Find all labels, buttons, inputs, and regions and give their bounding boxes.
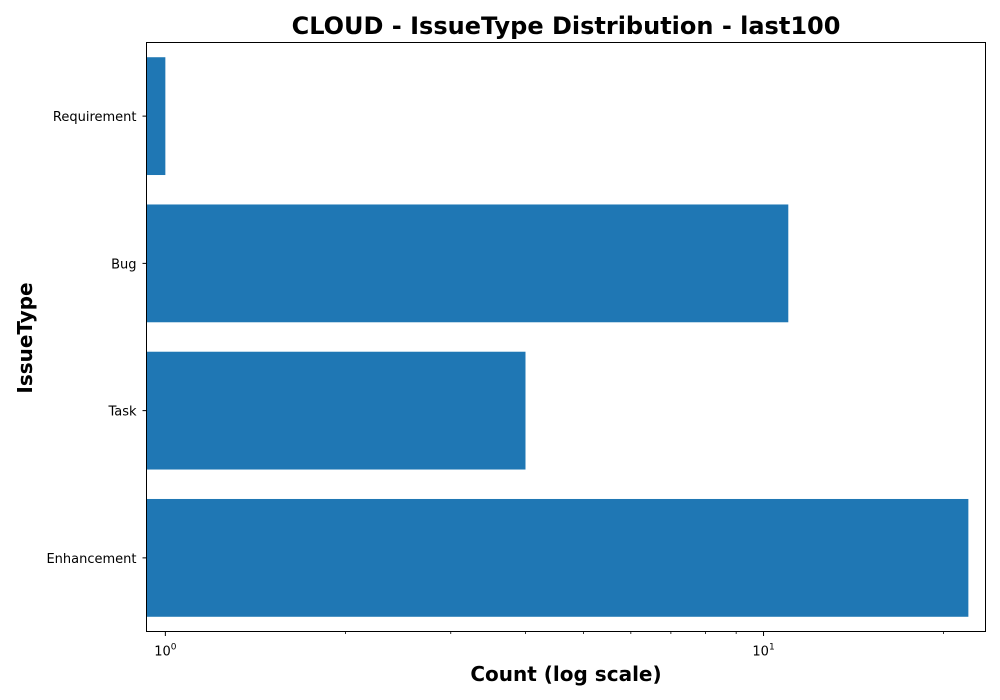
y-tick-label: Enhancement	[46, 552, 136, 567]
x-axis: 100 101	[154, 631, 945, 660]
plot-frame	[146, 42, 986, 632]
y-tick-label: Requirement	[53, 110, 137, 125]
y-axis: Enhancement Task Bug Requirement	[46, 110, 147, 567]
y-tick-label: Task	[107, 405, 137, 420]
bar-enhancement	[146, 498, 969, 617]
chart-title: CLOUD - IssueType Distribution - last100	[292, 12, 841, 40]
bars-group	[146, 57, 969, 617]
y-axis-label: IssueType	[13, 282, 37, 393]
y-tick-label: Bug	[111, 257, 136, 272]
x-tick-label: 100	[154, 643, 177, 660]
bar-task	[146, 351, 526, 470]
x-tick-label: 101	[752, 643, 774, 660]
x-axis-label: Count (log scale)	[470, 662, 661, 686]
bar-bug	[146, 204, 789, 323]
bar-requirement	[146, 57, 166, 176]
